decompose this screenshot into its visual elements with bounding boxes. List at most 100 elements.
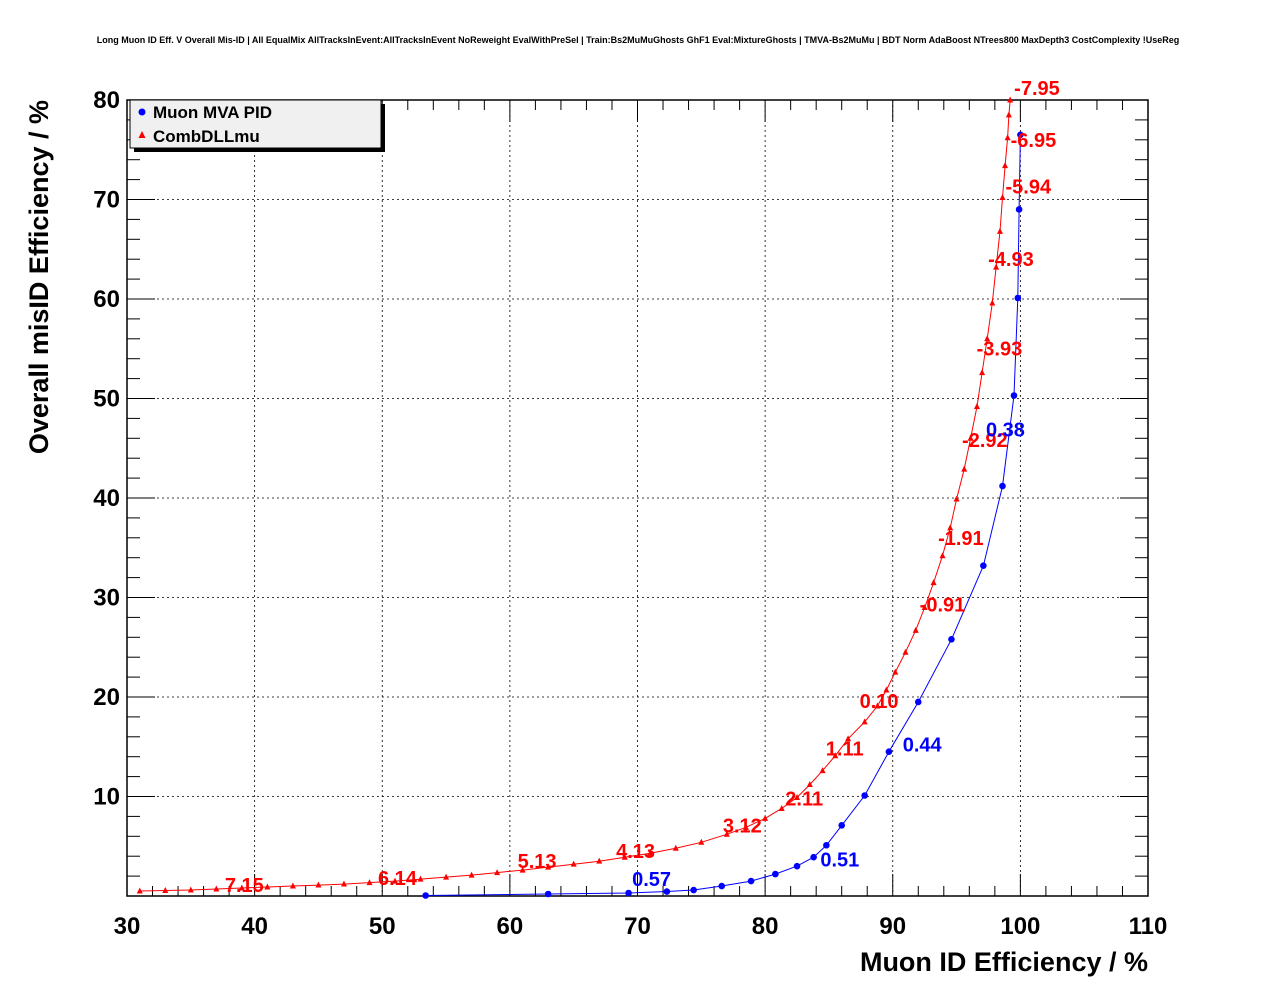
x-tick-label: 70	[624, 913, 651, 940]
x-tick-label: 50	[369, 913, 396, 940]
data-point-combdllmu	[1007, 96, 1014, 103]
cut-value-label: 0.44	[903, 735, 943, 757]
data-point-combdllmu	[794, 793, 801, 800]
data-point-muon-mva-pid	[772, 870, 779, 878]
x-tick-label: 110	[1129, 913, 1168, 940]
data-point-muon-mva-pid	[980, 562, 987, 569]
data-point-combdllmu	[264, 883, 271, 890]
data-point-combdllmu	[874, 702, 881, 709]
data-point-combdllmu	[939, 552, 946, 559]
cut-value-label: -1.91	[938, 528, 984, 550]
data-point-combdllmu	[902, 648, 909, 655]
x-tick-label: 90	[879, 913, 906, 940]
data-point-combdllmu	[545, 863, 552, 870]
data-point-combdllmu	[392, 877, 399, 884]
x-tick-label: 80	[752, 913, 779, 940]
cut-value-label: 0.38	[986, 420, 1025, 442]
legend-marker-muon-mva-pid	[138, 108, 146, 116]
data-point-muon-mva-pid	[885, 748, 893, 756]
cut-value-label: 0.10	[860, 691, 899, 713]
data-point-combdllmu	[778, 804, 785, 811]
data-point-combdllmu	[999, 194, 1006, 201]
data-point-combdllmu	[647, 849, 654, 856]
data-point-combdllmu	[570, 860, 577, 867]
data-point-combdllmu	[861, 718, 868, 725]
y-tick-label: 50	[93, 386, 120, 413]
data-point-combdllmu	[340, 880, 347, 887]
cut-value-label: -5.94	[1006, 177, 1052, 199]
cut-value-label: 2.11	[785, 788, 823, 810]
data-point-muon-mva-pid	[690, 886, 697, 894]
data-point-combdllmu	[762, 814, 769, 821]
data-point-combdllmu	[892, 668, 899, 675]
data-point-combdllmu	[947, 524, 954, 531]
chart-title: Long Muon ID Eff. V Overall Mis-ID | All…	[97, 35, 1180, 45]
cut-value-label: 1.11	[826, 739, 864, 761]
data-point-combdllmu	[984, 335, 991, 342]
data-point-combdllmu	[996, 227, 1003, 234]
y-tick-label: 10	[93, 784, 120, 811]
cut-value-label: -4.93	[988, 249, 1034, 271]
series-line-muon-mva-pid	[425, 134, 1021, 896]
data-point-muon-mva-pid	[838, 822, 845, 829]
data-point-muon-mva-pid	[422, 892, 429, 899]
x-tick-label: 60	[497, 913, 524, 940]
data-point-combdllmu	[819, 767, 826, 774]
data-point-combdllmu	[912, 626, 919, 633]
y-axis-title: Overall misID Efficiency / %	[24, 100, 54, 454]
data-point-combdllmu	[213, 885, 220, 892]
data-point-combdllmu	[519, 866, 526, 873]
y-tick-label: 40	[93, 485, 120, 512]
legend-marker-combdllmu	[138, 131, 146, 138]
x-axis-title: Muon ID Efficiency / %	[860, 947, 1148, 977]
data-point-combdllmu	[973, 402, 980, 409]
data-point-muon-mva-pid	[793, 862, 801, 870]
data-point-combdllmu	[417, 875, 424, 882]
y-tick-label: 60	[93, 286, 120, 313]
data-point-combdllmu	[494, 869, 501, 876]
data-point-combdllmu	[468, 871, 475, 878]
grid-layer	[127, 100, 1148, 896]
ticks-layer: 30 40 50 60 70 80 90 100 110 10 20 30 40 50 60 70 80	[93, 87, 1167, 940]
cut-value-label: -2.92	[962, 430, 1008, 452]
data-point-muon-mva-pid	[861, 792, 868, 799]
legend-box	[129, 99, 382, 149]
data-point-muon-mva-pid	[948, 635, 955, 643]
y-tick-label: 20	[93, 684, 120, 711]
data-point-combdllmu	[672, 844, 679, 851]
data-point-combdllmu	[989, 299, 996, 306]
cut-value-label: -0.91	[920, 594, 966, 616]
series-line-combdllmu	[139, 99, 1011, 892]
data-point-combdllmu	[366, 879, 373, 886]
legend-label-muon-mva-pid: Muon MVA PID	[153, 103, 272, 122]
data-point-muon-mva-pid	[663, 888, 671, 895]
data-point-muon-mva-pid	[1015, 206, 1023, 213]
data-point-muon-mva-pid	[914, 698, 922, 706]
cut-value-label: -3.93	[977, 339, 1023, 361]
data-point-combdllmu	[443, 873, 450, 880]
cut-value-label: 0.57	[632, 869, 671, 891]
data-point-combdllmu	[162, 887, 169, 894]
data-point-combdllmu	[315, 881, 322, 888]
data-point-muon-mva-pid	[999, 482, 1006, 490]
data-point-muon-mva-pid	[1014, 294, 1022, 302]
data-point-combdllmu	[136, 887, 143, 894]
data-point-combdllmu	[187, 886, 194, 893]
data-point-combdllmu	[698, 838, 705, 845]
data-point-muon-mva-pid	[823, 841, 830, 849]
x-tick-label: 100	[1000, 913, 1040, 940]
data-point-combdllmu	[238, 884, 245, 891]
cut-value-label: -6.95	[1011, 130, 1057, 152]
cut-value-label: 4.13	[616, 841, 655, 863]
data-point-combdllmu	[993, 263, 1000, 270]
cut-value-label: 6.14	[378, 868, 418, 890]
data-point-muon-mva-pid	[544, 890, 552, 898]
x-tick-label: 30	[114, 913, 141, 940]
legend: Muon MVA PID CombDLLmu	[129, 99, 385, 152]
data-point-combdllmu	[289, 882, 296, 889]
cut-value-label: 0.51	[820, 849, 859, 871]
y-tick-label: 70	[93, 187, 120, 214]
cut-value-label: 3.12	[723, 815, 762, 837]
legend-label-combdllmu: CombDLLmu	[153, 127, 260, 146]
data-point-combdllmu	[967, 434, 974, 441]
